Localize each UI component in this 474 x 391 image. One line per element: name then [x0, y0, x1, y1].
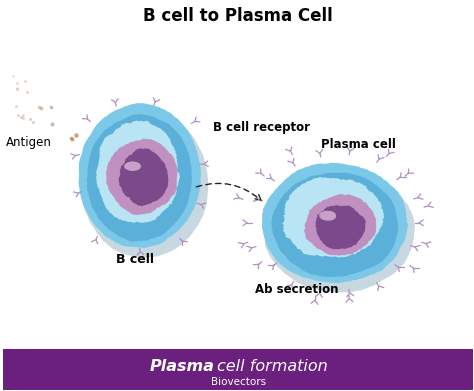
Point: [68, 136, 75, 142]
Polygon shape: [319, 211, 336, 221]
Polygon shape: [87, 114, 192, 242]
Polygon shape: [106, 138, 177, 215]
Text: Antigen: Antigen: [6, 136, 52, 149]
Text: Plasma: Plasma: [150, 359, 215, 374]
Text: B cell to Plasma Cell: B cell to Plasma Cell: [144, 7, 333, 25]
Text: Ab secretion: Ab secretion: [255, 283, 338, 296]
Polygon shape: [79, 103, 201, 248]
Point: [67, 135, 74, 142]
Polygon shape: [304, 194, 376, 256]
Polygon shape: [264, 169, 415, 292]
Text: B cell: B cell: [116, 253, 154, 266]
Polygon shape: [262, 163, 408, 283]
Point: [9, 73, 17, 79]
Text: Plasma cell: Plasma cell: [321, 138, 396, 151]
Polygon shape: [118, 148, 168, 206]
Text: B cell receptor: B cell receptor: [212, 121, 310, 134]
Point: [29, 118, 37, 125]
Point: [14, 112, 21, 118]
Point: [17, 113, 25, 120]
FancyBboxPatch shape: [3, 350, 474, 390]
Point: [13, 86, 20, 93]
Text: cell formation: cell formation: [217, 359, 328, 374]
Point: [23, 89, 31, 95]
Point: [12, 103, 20, 109]
FancyArrowPatch shape: [196, 183, 261, 200]
Polygon shape: [315, 205, 366, 249]
Point: [21, 78, 29, 84]
Point: [19, 115, 27, 122]
Point: [36, 104, 43, 110]
Polygon shape: [96, 120, 180, 223]
Text: Biovectors: Biovectors: [211, 377, 266, 387]
Polygon shape: [272, 173, 398, 277]
Point: [19, 112, 27, 118]
Point: [37, 104, 45, 111]
Point: [14, 85, 21, 91]
Point: [48, 121, 55, 127]
Polygon shape: [80, 109, 208, 257]
Polygon shape: [124, 161, 141, 171]
Point: [13, 80, 20, 86]
Polygon shape: [283, 177, 384, 258]
Point: [47, 104, 55, 110]
Point: [26, 116, 34, 122]
Point: [72, 132, 80, 138]
